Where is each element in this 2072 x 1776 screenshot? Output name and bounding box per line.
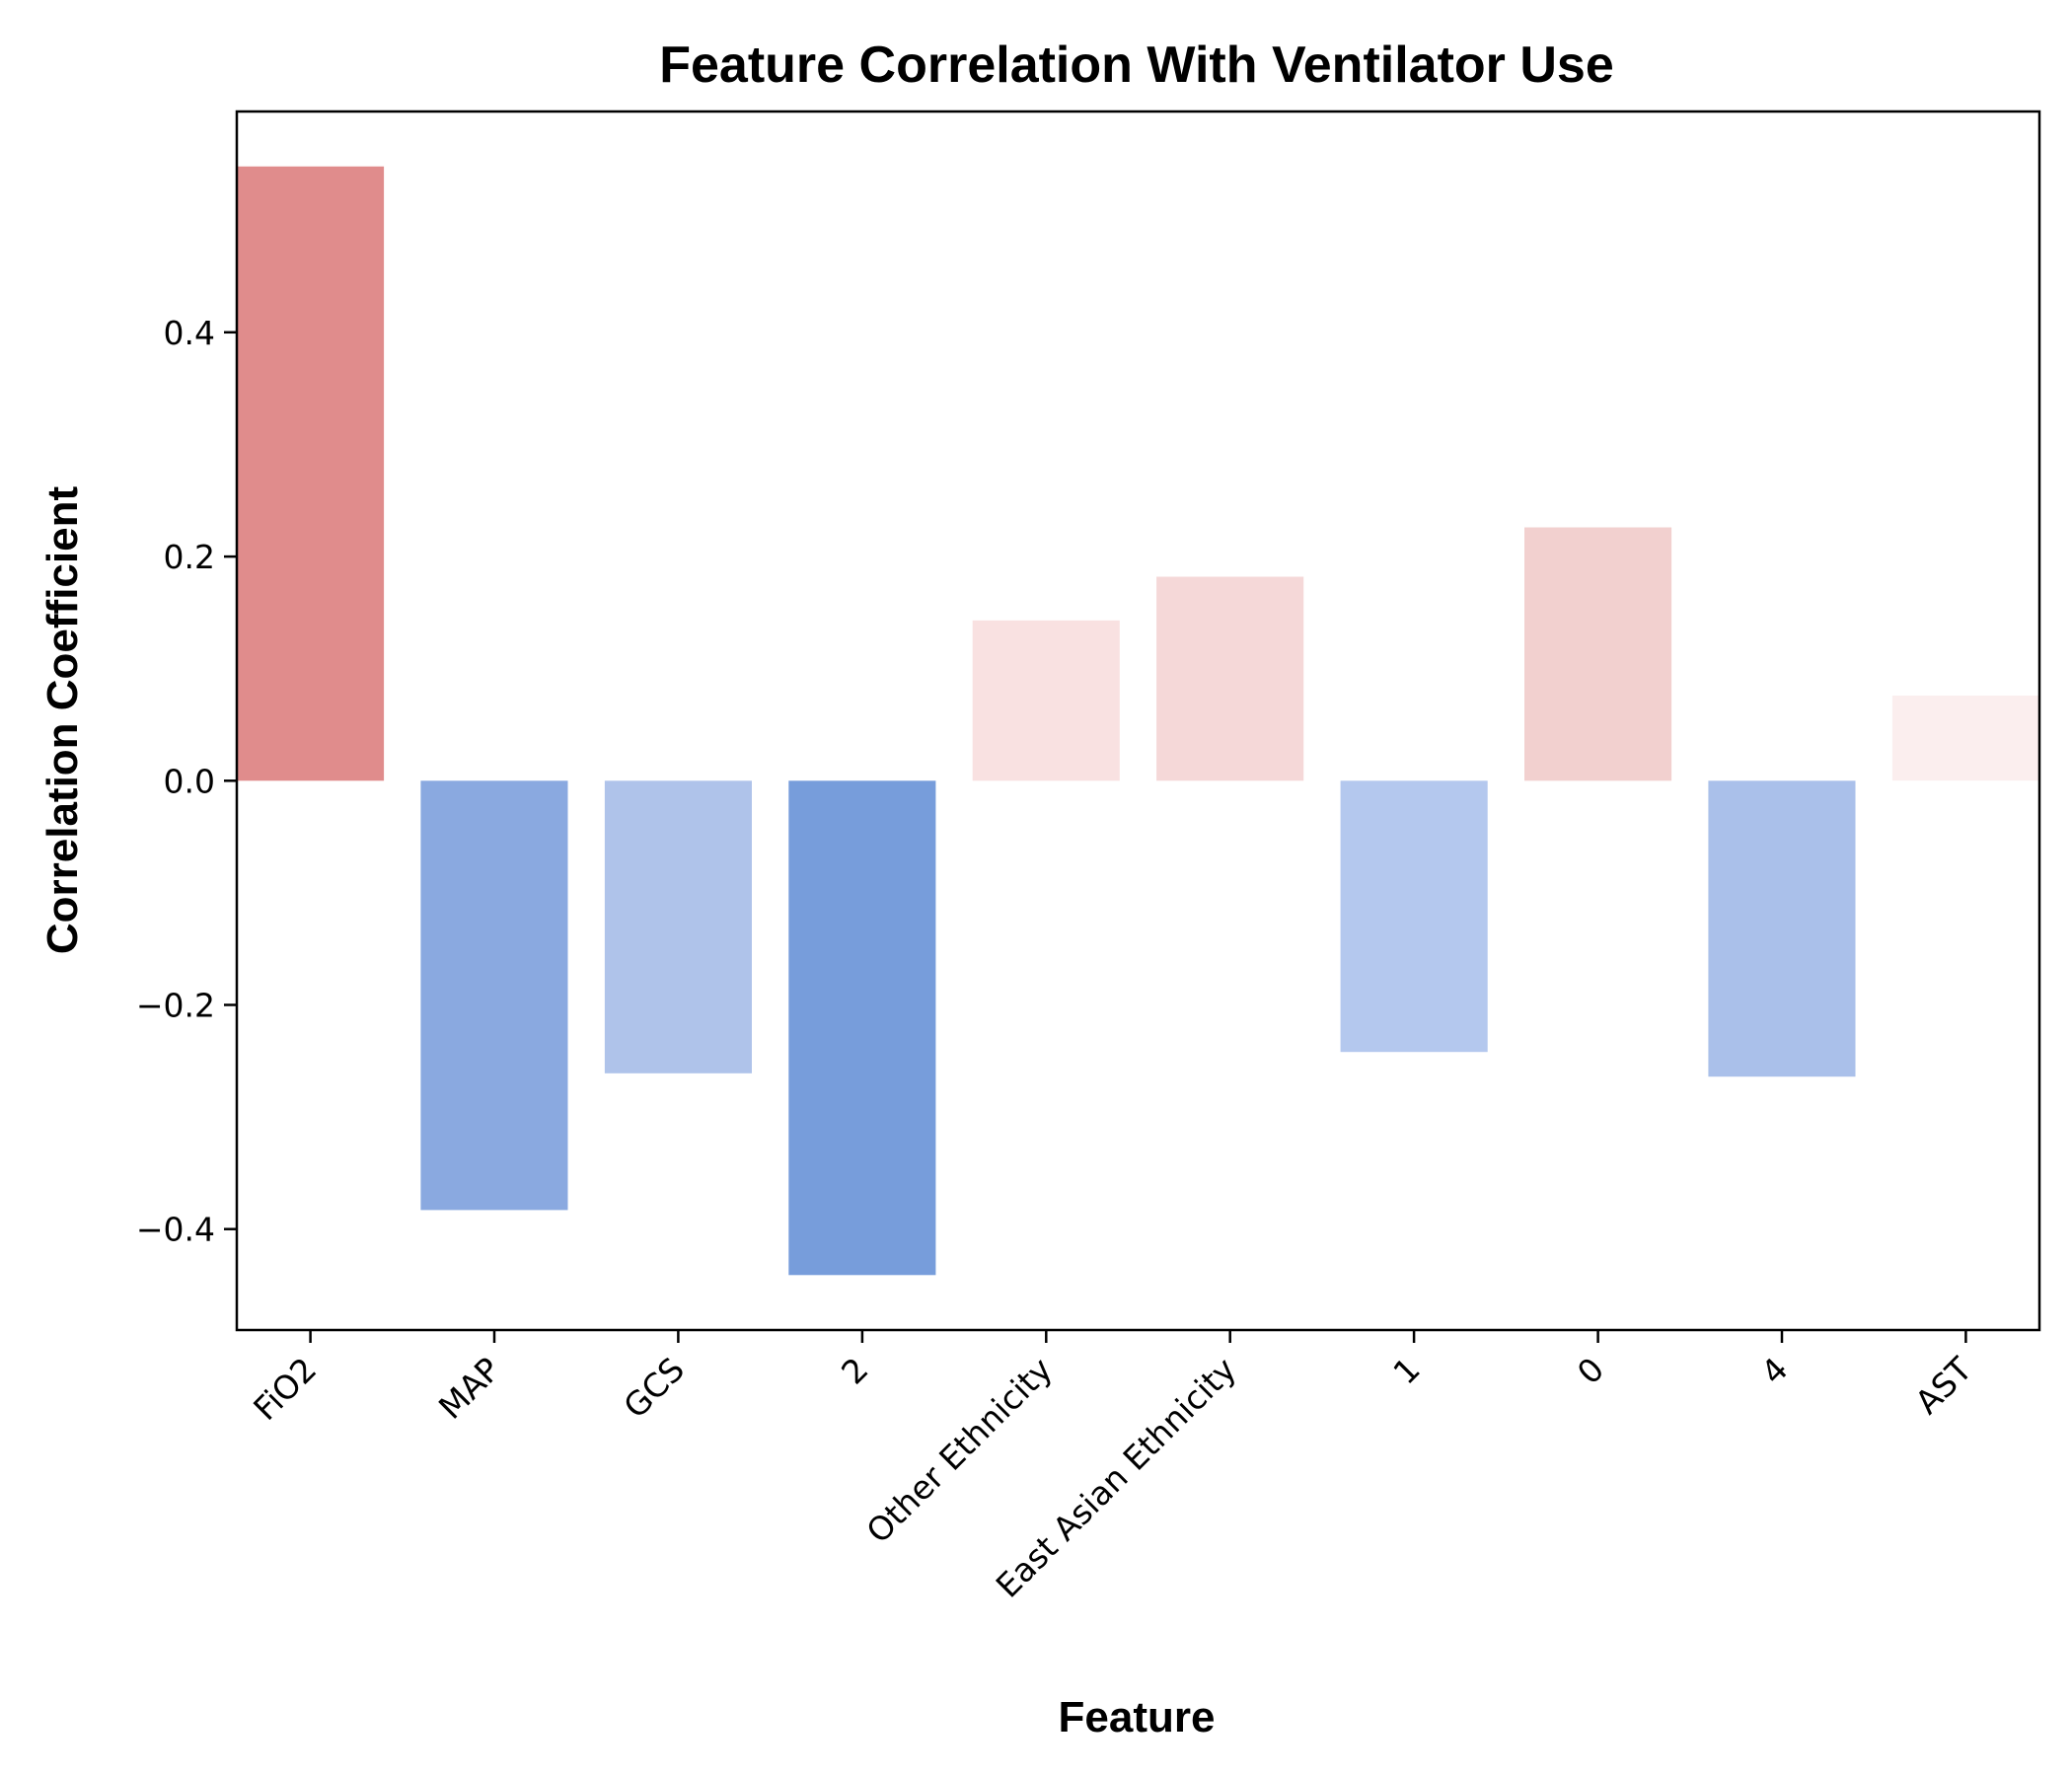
bar-gcs (604, 780, 752, 1073)
bar-map (420, 780, 568, 1211)
x-tick-label: 0 (1570, 1350, 1611, 1391)
bar-fio2 (237, 166, 385, 781)
bar-east-asian-ethnicity (1156, 576, 1304, 781)
x-tick-label: 2 (834, 1350, 875, 1391)
chart-title: Feature Correlation With Ventilator Use (659, 37, 1613, 94)
x-tick-label: AST (1907, 1349, 1979, 1421)
x-tick-label: Other Ethnicity (858, 1350, 1059, 1550)
bar-other-ethnicity (972, 620, 1120, 781)
x-tick-label: MAP (431, 1350, 508, 1427)
x-tick-label: FiO2 (246, 1350, 324, 1428)
x-tick-label: 4 (1753, 1350, 1795, 1391)
y-tick-label: −0.4 (136, 1211, 215, 1249)
y-tick-label: −0.2 (136, 987, 215, 1025)
y-axis-ticks: −0.4 −0.2 0.0 0.2 0.4 (136, 314, 237, 1249)
bar-4 (1708, 780, 1856, 1077)
y-tick-label: 0.2 (164, 538, 215, 576)
y-axis-label: Correlation Coefficient (38, 486, 87, 955)
x-tick-label: GCS (616, 1350, 692, 1426)
plot-frame (235, 110, 2041, 1332)
bar-1 (1340, 780, 1488, 1053)
x-tick-label: 1 (1385, 1350, 1427, 1391)
y-tick-label: 0.0 (164, 762, 215, 800)
bars-group (237, 166, 2039, 1276)
bar-0 (1524, 527, 1672, 781)
x-axis-label: Feature (1059, 1693, 1216, 1741)
y-tick-label: 0.4 (164, 314, 215, 352)
bar-2 (788, 780, 936, 1276)
bar-ast (1891, 695, 2039, 781)
